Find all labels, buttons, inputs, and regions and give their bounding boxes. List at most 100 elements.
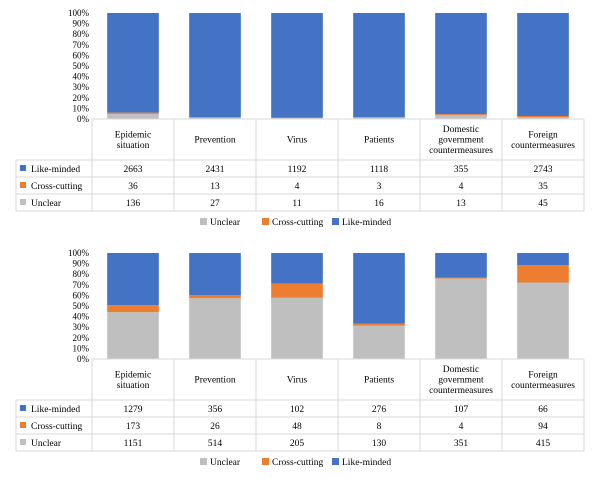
bar-segment-cross-cutting <box>353 323 405 326</box>
y-tick-label: 100% <box>68 8 90 18</box>
table-cell: 45 <box>538 199 548 209</box>
legend-label: Unclear <box>210 218 241 228</box>
legend-key-cross-cutting <box>20 182 26 188</box>
y-tick-label: 80% <box>73 29 90 39</box>
y-tick-label: 50% <box>73 61 90 71</box>
y-tick-label: 40% <box>73 312 90 322</box>
y-tick-label: 10% <box>73 343 90 353</box>
table-cell: 8 <box>377 422 382 432</box>
stacked-bar-chart-bottom: 0%10%20%30%40%50%60%70%80%90%100% Epidemi… <box>15 248 585 468</box>
category-label: Foreign <box>528 130 558 140</box>
legend-key-unclear <box>20 439 26 445</box>
bar-segment-like-minded <box>189 253 241 296</box>
y-tick-label: 60% <box>73 290 90 300</box>
bar-segment-cross-cutting <box>435 277 487 279</box>
y-tick-label: 70% <box>73 40 90 50</box>
bar-segment-cross-cutting <box>107 305 159 313</box>
table-cell: 351 <box>454 439 469 449</box>
bar-segment-like-minded <box>517 13 569 116</box>
category-label: Domestic <box>443 365 479 375</box>
table-cell: 3 <box>377 182 382 192</box>
table-cell: 94 <box>538 422 548 432</box>
bar-segment-like-minded <box>353 253 405 324</box>
category-label: Domestic <box>443 125 479 135</box>
category-label: Prevention <box>194 376 235 386</box>
category-label: government <box>438 376 484 386</box>
table-cell: 4 <box>459 182 464 192</box>
table-cell: 48 <box>292 422 302 432</box>
bar-segment-cross-cutting <box>107 112 159 114</box>
y-tick-label: 90% <box>73 19 90 29</box>
category-label: Epidemic <box>115 130 151 140</box>
category-label: Epidemic <box>115 370 151 380</box>
y-tick-label: 90% <box>73 259 90 269</box>
legend-key-like-minded <box>20 405 26 411</box>
table-row-header: Like-minded <box>31 165 80 175</box>
table-cell: 16 <box>374 199 384 209</box>
table-row-header: Like-minded <box>31 405 80 415</box>
table-cell: 136 <box>126 199 141 209</box>
legend-key-unclear <box>20 199 26 205</box>
table-cell: 1151 <box>124 439 143 449</box>
legend-swatch-like-minded <box>332 458 339 465</box>
bar-segment-like-minded <box>435 13 487 115</box>
table-cell: 26 <box>210 422 220 432</box>
y-tick-label: 100% <box>68 248 90 258</box>
table-cell: 356 <box>208 405 223 415</box>
bar-segment-like-minded <box>107 253 159 306</box>
table-cell: 2743 <box>534 165 553 175</box>
y-tick-label: 40% <box>73 72 90 82</box>
table-row-header: Unclear <box>31 199 62 209</box>
table-cell: 205 <box>290 439 305 449</box>
legend-label: Unclear <box>210 458 241 468</box>
table-cell: 130 <box>372 439 387 449</box>
category-label: Virus <box>287 136 308 146</box>
table-cell: 514 <box>208 439 223 449</box>
bar-segment-unclear <box>353 117 405 119</box>
table-cell: 276 <box>372 405 387 415</box>
category-label: countermeasures <box>511 141 575 151</box>
chart-panel-bottom: 0% 10% 20% 30% 40% 50% 60% 70% 80% 90% 100% Epidemi… <box>0 240 594 478</box>
category-label: Patients <box>364 376 394 386</box>
y-tick-label: 20% <box>73 333 90 343</box>
legend-swatch-like-minded <box>332 218 339 225</box>
bar-segment-cross-cutting <box>189 117 241 118</box>
table-cell: 1118 <box>370 165 389 175</box>
y-tick-label: 0% <box>77 114 90 124</box>
table-cell: 4 <box>295 182 300 192</box>
table-cell: 4 <box>459 422 464 432</box>
legend-swatch-cross-cutting <box>262 218 269 225</box>
bar-segment-like-minded <box>517 253 569 266</box>
bar-segment-like-minded <box>107 13 159 113</box>
y-tick-label: 50% <box>73 301 90 311</box>
y-tick-label: 60% <box>73 50 90 60</box>
bar-segment-unclear <box>517 282 569 359</box>
bar-segment-unclear <box>271 297 323 359</box>
legend-label: Like-minded <box>342 458 391 468</box>
table-cell: 102 <box>290 405 305 415</box>
table-row-header: Unclear <box>31 439 62 449</box>
table-row-header: Cross-cutting <box>31 422 82 432</box>
category-label: countermeasures <box>511 381 575 391</box>
category-label: Prevention <box>194 136 235 146</box>
bar-segment-unclear <box>189 117 241 119</box>
category-label: Patients <box>364 136 394 146</box>
y-tick-label: 70% <box>73 280 90 290</box>
table-row-header: Cross-cutting <box>31 182 82 192</box>
table-cell: 1192 <box>288 165 307 175</box>
y-tick-label: 0% <box>77 354 90 364</box>
bar-segment-cross-cutting <box>189 295 241 299</box>
y-tick-label: 30% <box>73 322 90 332</box>
y-tick-label: 20% <box>73 93 90 103</box>
bar-segment-unclear <box>107 113 159 119</box>
table-cell: 415 <box>536 439 551 449</box>
table-cell: 13 <box>456 199 466 209</box>
bar-segment-like-minded <box>271 13 323 118</box>
table-cell: 11 <box>292 199 301 209</box>
bar-segment-like-minded <box>353 13 405 118</box>
category-label: situation <box>117 381 150 391</box>
bar-segment-like-minded <box>189 13 241 118</box>
bar-segment-unclear <box>353 325 405 359</box>
category-label: government <box>438 136 484 146</box>
table-cell: 1279 <box>124 405 143 415</box>
